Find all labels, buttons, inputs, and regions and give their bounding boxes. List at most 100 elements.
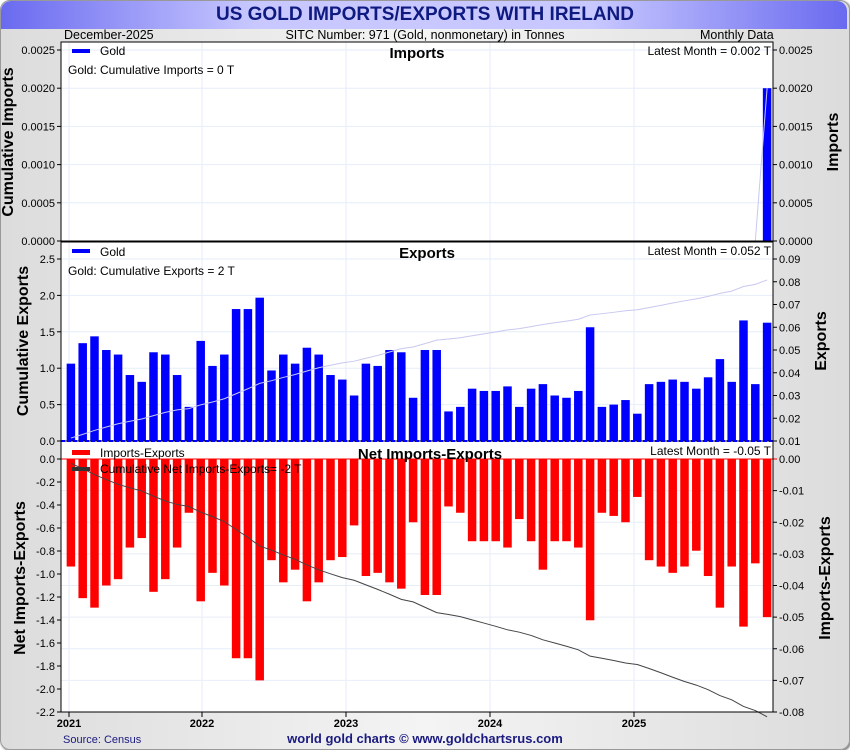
exports-right-tick-label: 0.09 (779, 254, 800, 266)
net-left-tick-label: -1.2 (36, 592, 55, 604)
net-bar (267, 459, 276, 561)
exports-right-tick-label: 0.05 (779, 345, 800, 357)
frequency-label: Monthly Data (700, 28, 774, 42)
net-left-tick-label: -0.4 (36, 500, 55, 512)
exports-bar (125, 375, 135, 441)
net-right-tick-label: -0.08 (779, 707, 804, 719)
legend-line-swatch (72, 467, 90, 471)
exports-left-tick-label: 2.0 (40, 290, 55, 302)
imports-right-tick-label: 0.0005 (779, 198, 813, 210)
credit-label: world gold charts © www.goldchartsrus.co… (287, 731, 563, 746)
x-tick-label: 2024 (478, 718, 503, 730)
exports-legend-label: Gold (100, 245, 125, 259)
exports-left-tick-label: 1.5 (40, 327, 55, 339)
imports-left-tick-label: 0.0005 (21, 198, 55, 210)
net-bar (585, 459, 595, 621)
net-right-tick-label: -0.03 (779, 549, 804, 561)
net-bar (302, 459, 312, 602)
net-right-tick-label: -0.07 (779, 675, 804, 687)
exports-bar (255, 297, 264, 441)
net-bar (361, 459, 371, 577)
exports-panel-title: Exports (399, 245, 455, 262)
net-cum-legend-label: Cumulative Net Imports-Exports= -2 T (100, 462, 302, 476)
imports-left-axis-label: Cumulative Imports (0, 67, 17, 216)
exports-left-tick-label: 1.0 (40, 363, 55, 375)
imports-right-tick-label: 0.0000 (779, 236, 813, 248)
exports-bar (432, 350, 441, 441)
exports-right-axis-label: Exports (813, 311, 830, 371)
imports-right-tick-label: 0.0010 (779, 160, 813, 172)
exports-latest: Latest Month = 0.052 T (647, 244, 771, 258)
net-left-tick-label: -0.8 (36, 546, 55, 558)
exports-left-tick-label: 0.5 (40, 400, 55, 412)
imports-right-axis-label: Imports (825, 113, 842, 172)
exports-bar (113, 354, 123, 441)
exports-bar (715, 359, 725, 441)
exports-bar (503, 386, 512, 441)
net-bar (220, 459, 229, 586)
imports-left-tick-label: 0.0000 (21, 236, 55, 248)
net-bar (125, 459, 135, 548)
net-right-axis-label: Imports-Exports (817, 516, 834, 640)
net-bar (515, 459, 524, 520)
net-bar (727, 459, 736, 567)
exports-bar (326, 375, 335, 441)
net-bar (338, 459, 347, 558)
exports-bar (408, 397, 418, 441)
exports-bar (385, 350, 394, 441)
exports-left-tick-label: 0.0 (40, 436, 55, 448)
exports-bar (279, 354, 288, 441)
exports-bar (585, 327, 595, 441)
exports-bar (361, 363, 371, 441)
net-bar (314, 459, 323, 583)
imports-panel-title: Imports (389, 45, 444, 62)
exports-bar (621, 400, 630, 441)
net-bar (597, 459, 607, 513)
net-bar (90, 459, 99, 608)
net-bar (633, 459, 642, 497)
exports-right-tick-label: 0.06 (779, 322, 800, 334)
net-right-tick-label: -0.06 (779, 644, 804, 656)
cum-net-line (70, 462, 768, 718)
net-bar (113, 459, 123, 580)
net-bar (680, 459, 689, 567)
net-left-tick-label: -1.4 (36, 615, 55, 627)
exports-bar (597, 406, 607, 441)
exports-right-tick-label: 0.02 (779, 413, 800, 425)
exports-right-tick-label: 0.01 (779, 436, 800, 448)
x-tick-label: 2025 (622, 718, 646, 730)
exports-bar (66, 363, 76, 441)
net-left-tick-label: -2.0 (36, 684, 55, 696)
net-bar (762, 459, 772, 618)
net-panel-title: Net Imports-Exports (358, 446, 502, 463)
imports-right-tick-label: 0.0015 (779, 121, 813, 133)
exports-bar (751, 384, 760, 441)
exports-bar (302, 347, 312, 441)
exports-bar (467, 388, 477, 441)
exports-left-axis-label: Cumulative Exports (15, 266, 32, 416)
exports-bar (562, 397, 571, 441)
imports-left-tick-label: 0.0025 (21, 45, 55, 57)
net-bar (420, 459, 430, 595)
net-bar (231, 459, 241, 659)
imports-right-tick-label: 0.0025 (779, 45, 813, 57)
net-bar (137, 459, 146, 539)
imports-left-tick-label: 0.0020 (21, 83, 55, 95)
exports-bar (550, 395, 559, 441)
exports-bar (739, 320, 748, 441)
exports-right-tick-label: 0.08 (779, 277, 800, 289)
exports-bar (479, 390, 489, 441)
exports-bar (727, 381, 736, 441)
net-bar (149, 459, 158, 592)
exports-left-tick-label: 2.5 (40, 254, 55, 266)
net-bar (692, 459, 701, 551)
net-bar (279, 459, 288, 583)
exports-bar (703, 377, 713, 441)
net-bar (78, 459, 87, 599)
net-bar (243, 459, 253, 659)
exports-bar (220, 354, 229, 441)
net-legend-label: Imports-Exports (100, 446, 185, 460)
exports-bar (668, 379, 677, 441)
net-bar (172, 459, 182, 548)
exports-bar (184, 406, 194, 441)
